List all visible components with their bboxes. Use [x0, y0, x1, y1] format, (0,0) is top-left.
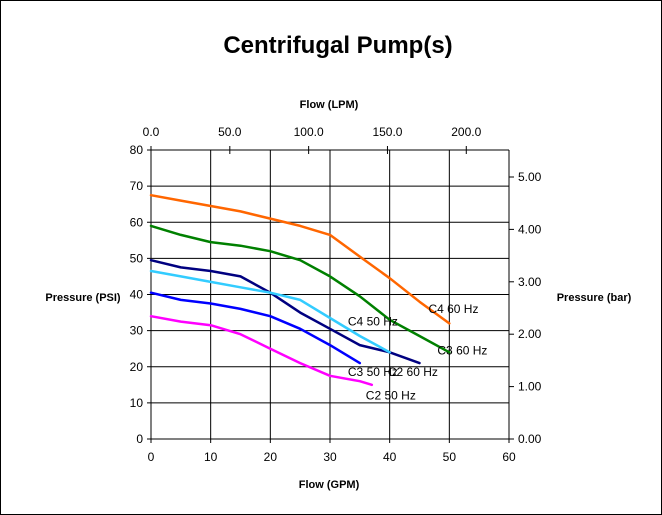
- series-label: C4 60 Hz: [428, 302, 478, 316]
- left-tick-label: 60: [130, 215, 144, 229]
- right-tick-label: 5.00: [518, 170, 542, 184]
- left-axis-title: Pressure (PSI): [45, 292, 121, 304]
- bottom-tick-label: 60: [502, 450, 516, 464]
- chart-title: Centrifugal Pump(s): [223, 32, 452, 59]
- left-tick-label: 50: [130, 251, 144, 265]
- top-tick-label: 0.0: [143, 125, 160, 139]
- right-axis-title: Pressure (bar): [557, 292, 632, 304]
- bottom-tick-label: 40: [383, 450, 397, 464]
- top-tick-label: 50.0: [218, 125, 242, 139]
- left-tick-label: 0: [136, 432, 143, 446]
- series-label: C4 50 Hz: [348, 315, 398, 329]
- top-tick-label: 200.0: [451, 125, 481, 139]
- bottom-axis-title: Flow (GPM): [299, 479, 360, 491]
- top-tick-label: 100.0: [294, 125, 324, 139]
- series-label: C2 50 Hz: [366, 389, 416, 403]
- top-axis-title: Flow (LPM): [300, 99, 359, 111]
- left-tick-label: 30: [130, 324, 144, 338]
- left-tick-label: 20: [130, 360, 144, 374]
- bottom-tick-label: 20: [264, 450, 278, 464]
- series-label: C3 60 Hz: [437, 343, 487, 357]
- bottom-tick-label: 0: [148, 450, 155, 464]
- left-tick-label: 80: [130, 143, 144, 157]
- left-tick-label: 10: [130, 396, 144, 410]
- right-tick-label: 2.00: [518, 327, 542, 341]
- left-tick-label: 70: [130, 179, 144, 193]
- top-tick-label: 150.0: [372, 125, 402, 139]
- series-label: C2 60 Hz: [388, 365, 438, 379]
- right-tick-label: 0.00: [518, 432, 542, 446]
- bottom-tick-label: 30: [323, 450, 337, 464]
- left-tick-label: 40: [130, 288, 144, 302]
- bottom-tick-label: 50: [443, 450, 457, 464]
- right-tick-label: 1.00: [518, 380, 542, 394]
- right-tick-label: 3.00: [518, 275, 542, 289]
- right-tick-label: 4.00: [518, 222, 542, 236]
- bottom-tick-label: 10: [204, 450, 218, 464]
